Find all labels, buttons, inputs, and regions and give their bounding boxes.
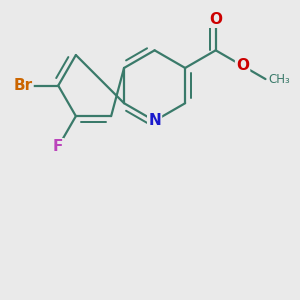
Text: N: N bbox=[148, 113, 161, 128]
Text: F: F bbox=[53, 139, 63, 154]
Text: O: O bbox=[236, 58, 249, 73]
Text: O: O bbox=[209, 12, 222, 27]
Text: CH₃: CH₃ bbox=[268, 73, 290, 85]
Text: Br: Br bbox=[14, 78, 32, 93]
